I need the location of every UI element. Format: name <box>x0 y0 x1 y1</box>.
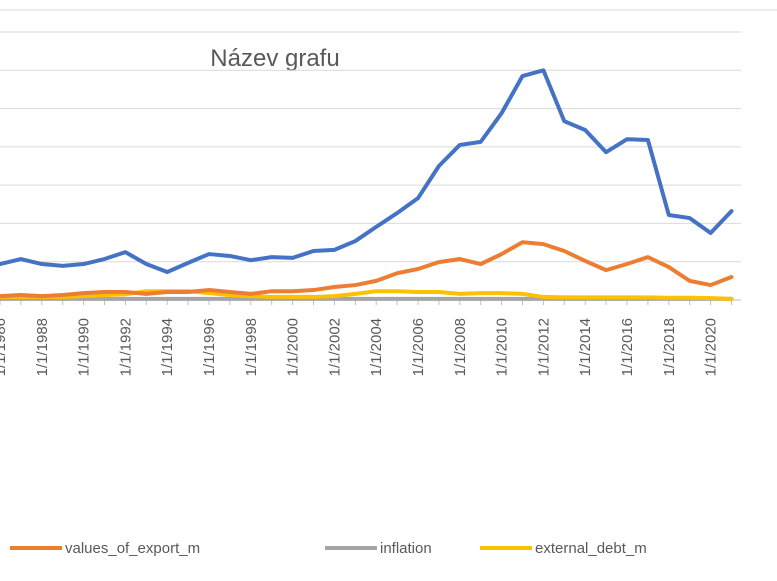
x-tick-label: 1/1/2010 <box>494 318 511 376</box>
x-tick-label: 1/1/1990 <box>76 318 93 376</box>
x-tick-label: 1/1/1998 <box>243 318 260 376</box>
x-tick-label: 1/1/1994 <box>159 318 176 376</box>
x-tick-label: 1/1/2012 <box>535 318 552 376</box>
x-tick-label: 1/1/2006 <box>410 318 427 376</box>
x-tick-label: 1/1/2008 <box>452 318 469 376</box>
legend-label: external_debt_m <box>535 540 647 557</box>
legend-label: values_of_export_m <box>65 540 200 557</box>
series-line <box>0 240 734 299</box>
x-tick-label: 1/1/1996 <box>201 318 218 376</box>
series-line <box>0 68 734 275</box>
series-line <box>0 289 734 301</box>
x-tick-label: 1/1/1988 <box>34 318 51 376</box>
legend-label: inflation <box>380 540 432 557</box>
x-tick-label: 1/1/2002 <box>326 318 343 376</box>
chart-title: Název grafu <box>210 45 339 72</box>
x-tick-label: 1/1/2016 <box>619 318 636 376</box>
x-tick-label: 1/1/2000 <box>285 318 302 376</box>
x-tick-label: 1/1/1986 <box>0 318 9 376</box>
x-tick-label: 1/1/2020 <box>703 318 720 376</box>
x-tick-label: 1/1/2014 <box>577 318 594 376</box>
x-tick-label: 1/1/2018 <box>661 318 678 376</box>
x-tick-label: 1/1/1992 <box>117 318 134 376</box>
x-tick-label: 1/1/2004 <box>368 318 385 376</box>
